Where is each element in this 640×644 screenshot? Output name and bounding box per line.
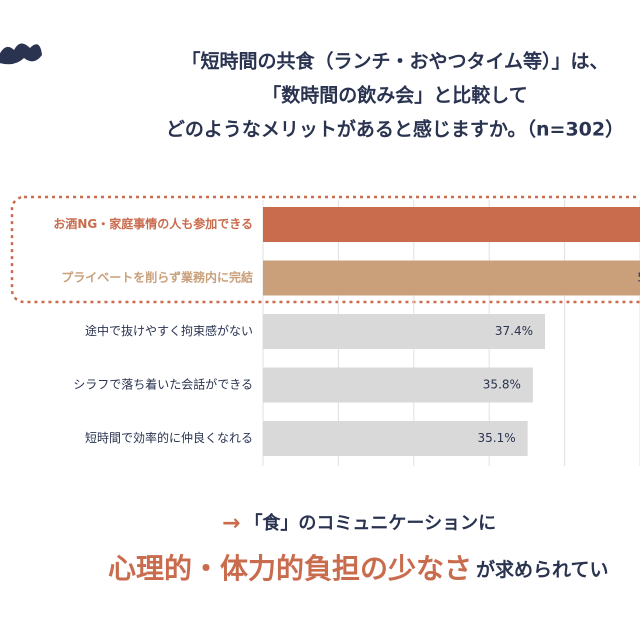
bar <box>263 207 640 242</box>
chart-title: 「短時間の共食（ランチ・おやつタイム等）」は、 <box>181 50 608 73</box>
logo <box>0 43 42 65</box>
footer-line: → 「食」のコミュニケーションに <box>222 511 496 536</box>
footer-text: 「食」のコミュニケーションに <box>244 512 496 534</box>
bar <box>263 421 528 456</box>
category-label: 短時間で効率的に仲良くなれる <box>85 430 253 445</box>
value-label: 35.8% <box>483 378 521 392</box>
chart-title: どのようなメリットがあると感じますか。（n=302） <box>166 118 624 141</box>
footer-emphasis: 心理的・体力的負担の少なさ <box>108 552 472 585</box>
category-label: プライベートを削らず業務内に完結 <box>61 270 253 285</box>
highlight-box <box>10 195 640 304</box>
footer-text: が求められてい <box>476 558 608 581</box>
footer-arrow: → <box>222 511 240 536</box>
footer-line: 心理的・体力的負担の少なさ が求められてい <box>108 552 608 585</box>
category-label: お酒NG・家庭事情の人も参加できる <box>53 216 253 231</box>
chart-title: 「数時間の飲み会」と比較して <box>262 84 527 107</box>
bar <box>263 367 533 403</box>
value-label: 35.1% <box>478 431 516 445</box>
bar <box>263 260 640 296</box>
value-label: 37.4% <box>495 324 533 338</box>
bar <box>263 314 545 349</box>
value-label: 56.3% <box>637 271 640 285</box>
category-label: 途中で抜けやすく拘束感がない <box>85 323 253 338</box>
category-label: シラフで落ち着いた会話ができる <box>73 377 253 392</box>
